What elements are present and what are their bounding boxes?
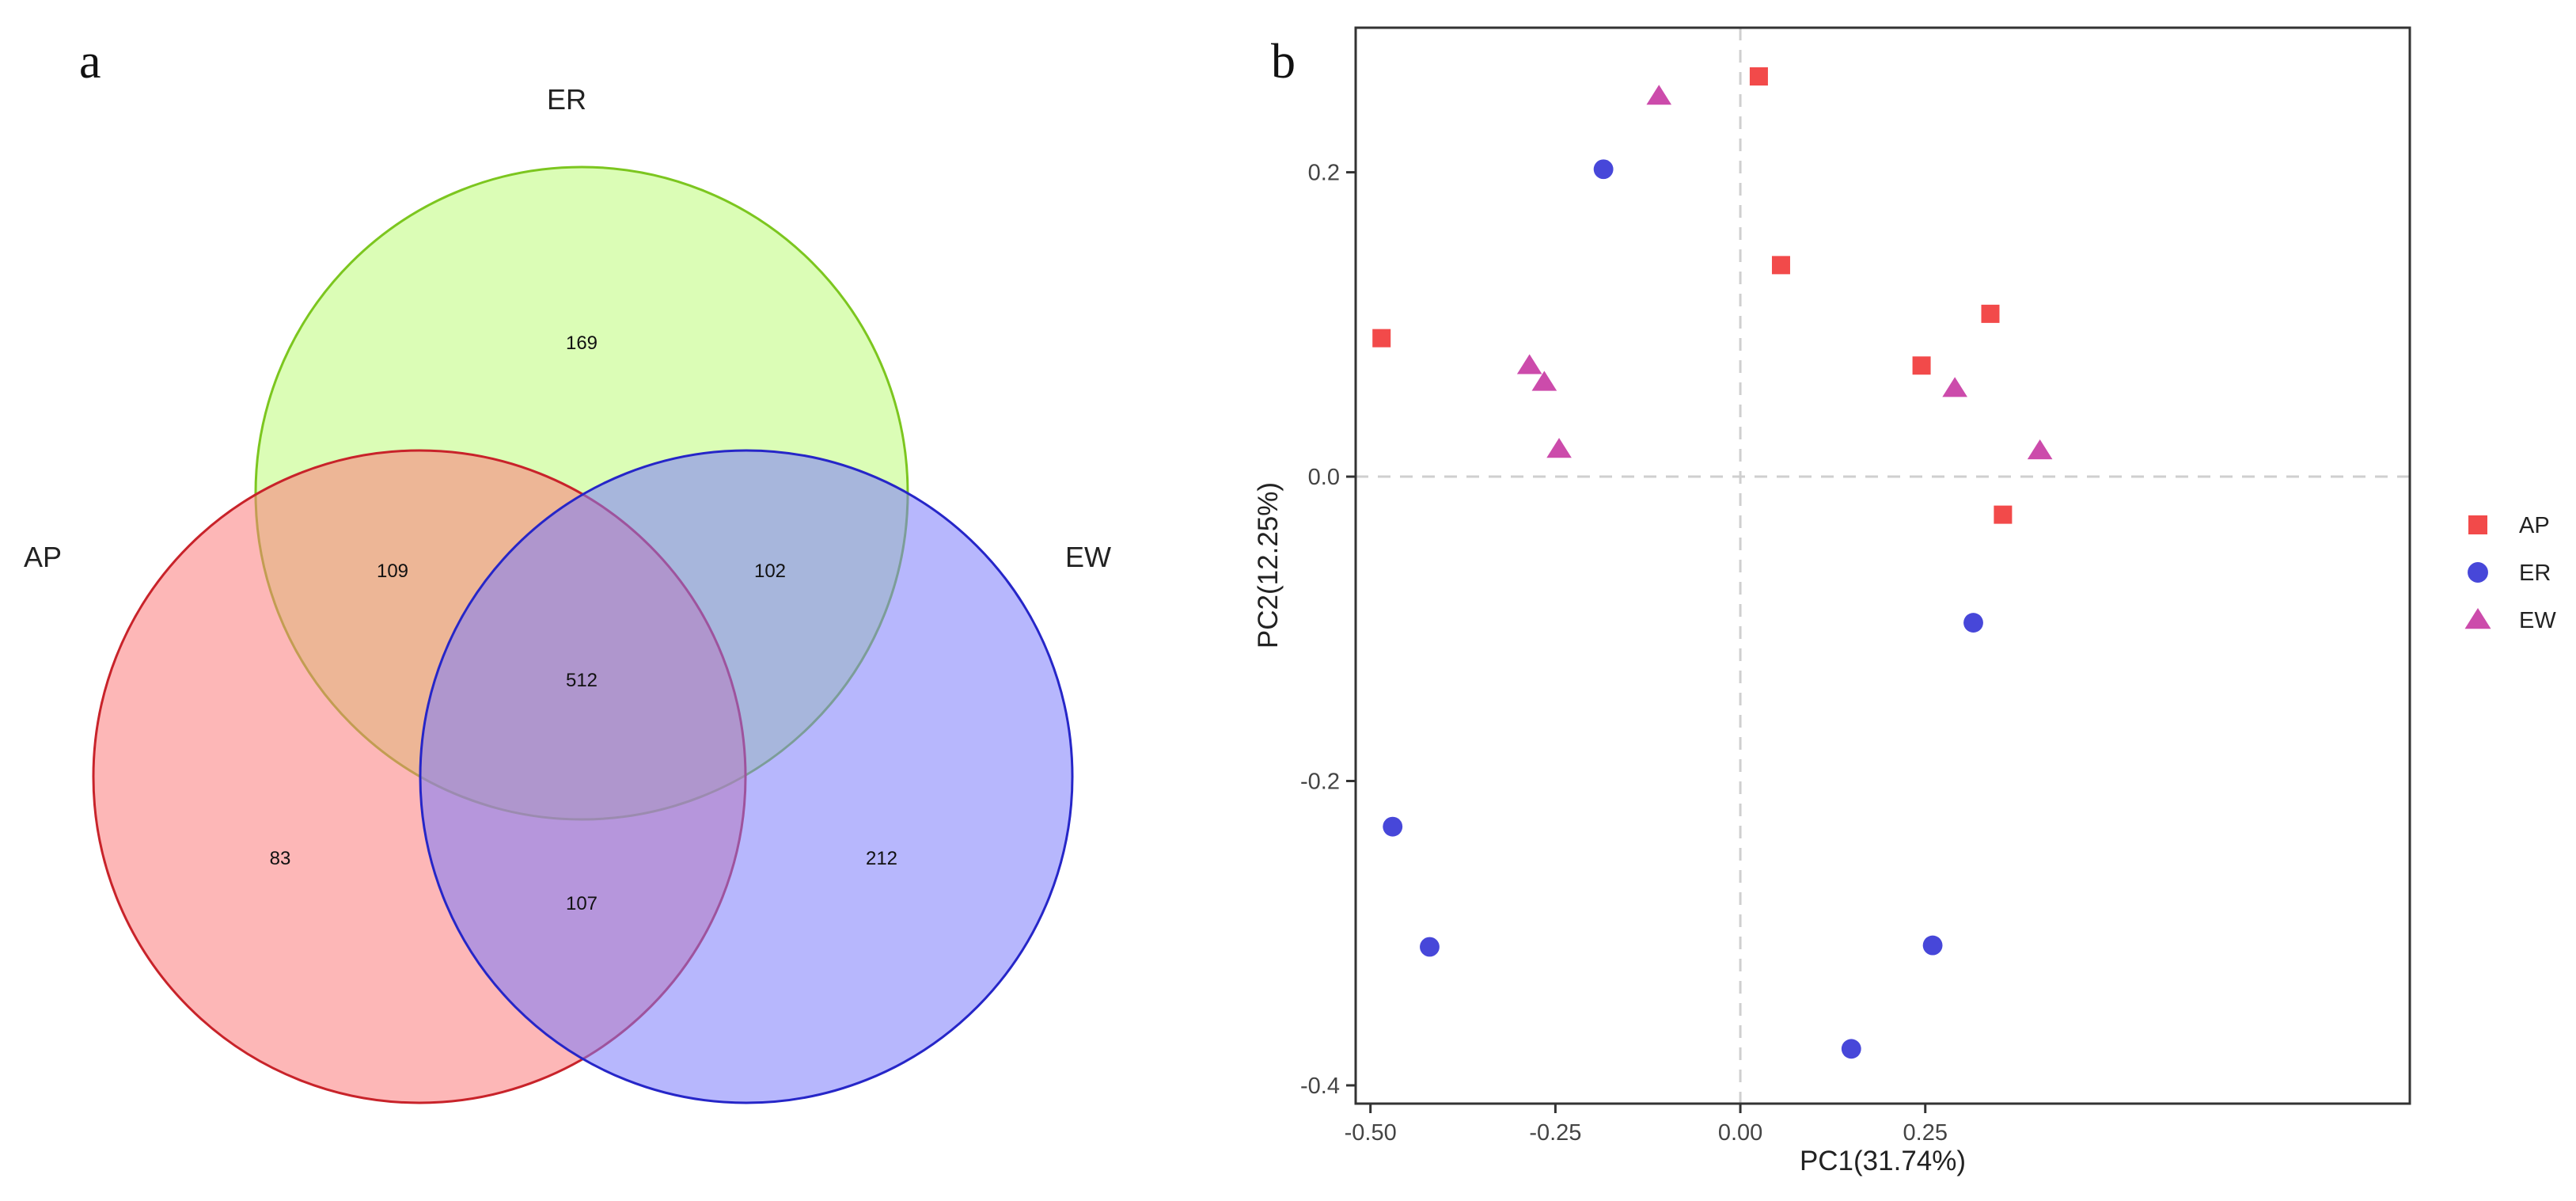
legend-key-er [2468, 562, 2488, 583]
point-ap-4 [1912, 356, 1931, 375]
venn-count-er-ew: 102 [754, 561, 786, 582]
point-er-3 [1420, 937, 1440, 957]
x-tick-label: -0.25 [1529, 1120, 1581, 1146]
venn-diagram: a ER AP EW 169 109 102 512 83 107 212 [24, 35, 1111, 1104]
pca-scatter-plot: b -0.50 -0.25 0.00 0.25 0.2 0.0 -0.2 -0.4 PC1(… [1253, 26, 2556, 1176]
legend-label-er: ER [2519, 561, 2551, 586]
panel-label-a: a [79, 35, 101, 89]
point-ew-2 [1516, 354, 1542, 374]
point-er-2 [1383, 816, 1403, 837]
x-axis: -0.50 -0.25 0.00 0.25 [1345, 1104, 1948, 1146]
point-ap-1 [1749, 67, 1768, 86]
point-ew-3 [1531, 371, 1557, 391]
point-ap-6 [1372, 329, 1391, 348]
y-tick-label: 0.0 [1308, 465, 1340, 490]
venn-count-ap-er: 109 [377, 561, 408, 582]
venn-count-ap-only: 83 [270, 848, 291, 869]
venn-count-ew-only: 212 [866, 848, 897, 869]
venn-set-label-ew: EW [1065, 541, 1111, 573]
y-axis-title: PC2(12.25%) [1253, 482, 1284, 648]
legend-label-ap: AP [2519, 513, 2550, 538]
panel-label-b: b [1271, 35, 1296, 89]
legend: AP ER EW [2464, 513, 2556, 633]
point-ew-5 [1942, 377, 1967, 397]
venn-count-er-only: 169 [566, 333, 598, 354]
point-ew-1 [1646, 85, 1672, 105]
zero-reference-lines [1356, 28, 2410, 1104]
y-tick-label: 0.2 [1308, 161, 1340, 186]
point-ew-6 [2027, 439, 2053, 460]
venn-count-ap-ew: 107 [566, 893, 598, 914]
point-ap-3 [1981, 304, 2000, 323]
x-tick-label: -0.50 [1345, 1120, 1397, 1146]
legend-key-ew [2464, 608, 2491, 629]
point-ap-2 [1771, 256, 1790, 275]
plot-panel-border [1354, 26, 2411, 1105]
data-points [1372, 67, 2053, 1059]
point-ap-5 [1994, 505, 2013, 524]
venn-set-label-ap: AP [24, 541, 62, 573]
x-tick-label: 0.00 [1718, 1120, 1762, 1146]
venn-circle-ew [419, 449, 1074, 1104]
point-er-5 [1922, 935, 1943, 956]
x-tick-label: 0.25 [1903, 1120, 1948, 1146]
x-axis-title: PC1(31.74%) [1800, 1146, 1966, 1176]
point-ew-4 [1546, 438, 1572, 458]
y-tick-label: -0.2 [1300, 769, 1340, 794]
legend-label-ew: EW [2519, 608, 2556, 633]
venn-set-label-er: ER [547, 83, 586, 116]
y-tick-label: -0.4 [1300, 1074, 1340, 1099]
point-er-6 [1841, 1039, 1861, 1059]
point-er-4 [1963, 613, 1983, 633]
point-er-1 [1593, 159, 1614, 180]
legend-key-ap [2468, 515, 2487, 534]
y-axis: 0.2 0.0 -0.2 -0.4 [1300, 161, 1356, 1099]
venn-count-ap-er-ew: 512 [566, 670, 598, 691]
